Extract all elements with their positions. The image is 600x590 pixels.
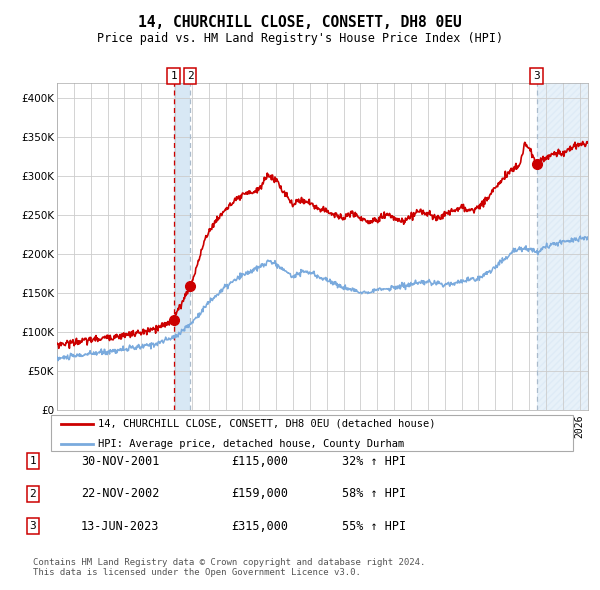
Text: 30-NOV-2001: 30-NOV-2001 [81, 455, 160, 468]
Text: HPI: Average price, detached house, County Durham: HPI: Average price, detached house, Coun… [98, 440, 404, 450]
Text: 2: 2 [187, 71, 194, 81]
Text: 13-JUN-2023: 13-JUN-2023 [81, 520, 160, 533]
Text: 3: 3 [533, 71, 540, 81]
Text: 22-NOV-2002: 22-NOV-2002 [81, 487, 160, 500]
Text: 58% ↑ HPI: 58% ↑ HPI [342, 487, 406, 500]
Text: 1: 1 [29, 457, 37, 466]
Text: £159,000: £159,000 [231, 487, 288, 500]
Text: 14, CHURCHILL CLOSE, CONSETT, DH8 0EU (detached house): 14, CHURCHILL CLOSE, CONSETT, DH8 0EU (d… [98, 419, 436, 429]
Bar [173, 83, 190, 410]
Text: 14, CHURCHILL CLOSE, CONSETT, DH8 0EU: 14, CHURCHILL CLOSE, CONSETT, DH8 0EU [138, 15, 462, 30]
Text: 2: 2 [29, 489, 37, 499]
Text: 55% ↑ HPI: 55% ↑ HPI [342, 520, 406, 533]
Text: £315,000: £315,000 [231, 520, 288, 533]
Text: Price paid vs. HM Land Registry's House Price Index (HPI): Price paid vs. HM Land Registry's House … [97, 32, 503, 45]
Text: 32% ↑ HPI: 32% ↑ HPI [342, 455, 406, 468]
FancyBboxPatch shape [50, 415, 574, 451]
Text: Contains HM Land Registry data © Crown copyright and database right 2024.
This d: Contains HM Land Registry data © Crown c… [33, 558, 425, 577]
Bar [536, 83, 588, 410]
Text: 1: 1 [170, 71, 177, 81]
Text: £115,000: £115,000 [231, 455, 288, 468]
Text: 3: 3 [29, 522, 37, 531]
